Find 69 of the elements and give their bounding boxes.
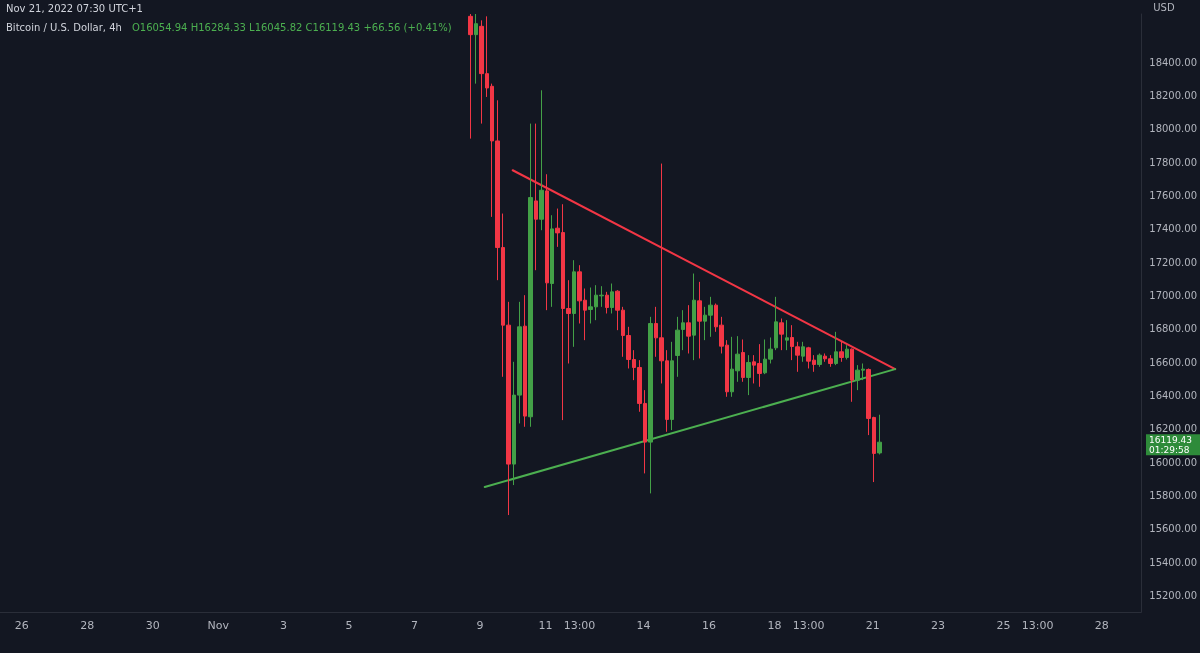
x-tick-label: Nov <box>207 619 230 632</box>
candlestick <box>681 309 685 351</box>
x-tick-label: 28 <box>80 619 95 632</box>
y-tick-label: 17000.00 <box>1149 290 1197 302</box>
x-tick-label: 18 <box>767 619 782 632</box>
y-tick-label: 15400.00 <box>1149 556 1197 568</box>
x-tick-label: 5 <box>345 619 353 632</box>
y-tick-label: 16200.00 <box>1149 423 1197 435</box>
candlestick <box>834 331 838 366</box>
annotation: O16054.94 H16284.33 L16045.82 C16119.43 +66.56 (+0.41%) <box>131 21 452 33</box>
candlestick <box>474 13 478 85</box>
text: Bitcoin / U.S. Dollar, 4h <box>6 21 122 33</box>
candlestick <box>746 354 751 396</box>
y-tick-label: 18200.00 <box>1149 90 1197 102</box>
x-tick-label: 3 <box>280 619 288 632</box>
candlestick <box>670 341 674 431</box>
candlestick <box>545 173 549 311</box>
candlestick <box>550 214 554 308</box>
candlestick <box>779 318 784 351</box>
candlestick <box>692 273 696 361</box>
text: 16119.43 01:29:58 <box>1149 435 1192 456</box>
x-tick-label: 13:00 <box>792 619 825 632</box>
y-tick-label: 17400.00 <box>1149 223 1197 235</box>
candlestick <box>801 341 805 363</box>
y-tick-label: 16600.00 <box>1149 356 1197 368</box>
y-tick-label: 16400.00 <box>1149 389 1197 401</box>
x-tick-label: 14 <box>636 619 651 632</box>
text: Nov 21, 2022 07:30 UTC+1 <box>6 2 143 14</box>
candlestick <box>675 316 680 378</box>
x-tick-label: 26 <box>14 619 29 632</box>
y-tick-label: 18400.00 <box>1149 56 1197 68</box>
y-tick-label: 15200.00 <box>1149 589 1197 601</box>
x-tick-label: 9 <box>476 619 484 632</box>
x-tick-label: 13:00 <box>563 619 596 632</box>
y-tick-label: 17800.00 <box>1149 156 1197 168</box>
candlestick <box>523 294 527 428</box>
x-tick-label: 16 <box>702 619 717 632</box>
y-tick-label: 16000.00 <box>1149 456 1197 468</box>
y-tick-label: 17200.00 <box>1149 256 1197 268</box>
candlestick <box>468 13 473 140</box>
candlestick <box>845 344 849 360</box>
candlestick <box>528 123 533 428</box>
candlestick <box>648 316 653 494</box>
candlestick <box>774 296 778 351</box>
candlestick <box>741 338 745 383</box>
x-tick-label: 25 <box>996 619 1011 632</box>
candlestick <box>697 281 702 359</box>
candlestick <box>572 259 576 348</box>
y-tick-label: 16800.00 <box>1149 323 1197 335</box>
y-axis-title: USD <box>1153 1 1175 13</box>
y-tick-label: 15800.00 <box>1149 489 1197 501</box>
y-tick-label: 17600.00 <box>1149 190 1197 202</box>
x-tick-label: 30 <box>145 619 160 632</box>
x-tick-label: 11 <box>538 619 553 632</box>
candlestick <box>839 341 844 363</box>
y-tick-label: 15600.00 <box>1149 523 1197 535</box>
candlestick <box>785 319 789 351</box>
x-tick-label: 23 <box>931 619 946 632</box>
candlestick <box>610 283 614 314</box>
candlestick <box>817 352 822 368</box>
candlestick <box>686 304 691 354</box>
x-tick-label: 7 <box>411 619 419 632</box>
candlestick <box>877 414 882 455</box>
candlestick <box>605 291 609 314</box>
x-tick-label: 21 <box>865 619 880 632</box>
y-tick-label: 18000.00 <box>1149 123 1197 135</box>
candlestick <box>539 89 544 231</box>
x-tick-label: 13:00 <box>1021 619 1054 632</box>
x-tick-label: 28 <box>1094 619 1109 632</box>
